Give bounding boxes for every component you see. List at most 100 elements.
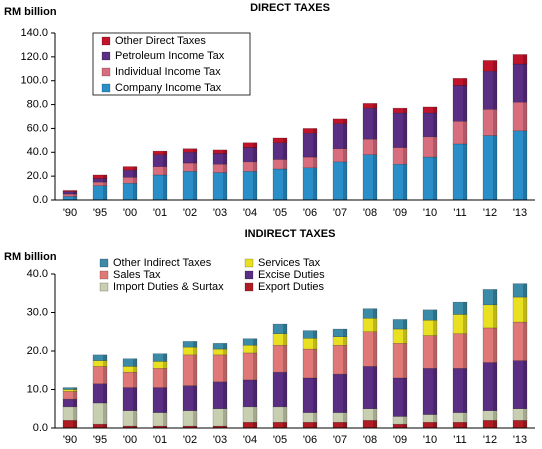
bar-shade bbox=[283, 372, 287, 407]
bar-shade bbox=[373, 139, 377, 155]
x-tick-label: '00 bbox=[123, 434, 137, 446]
bar-segment bbox=[152, 150, 168, 155]
bar-shade bbox=[523, 102, 527, 131]
bar-shade bbox=[163, 174, 167, 200]
bar-shade bbox=[523, 408, 527, 421]
bar-shade bbox=[163, 353, 167, 362]
bar-shade bbox=[163, 368, 167, 388]
bar-shade bbox=[373, 420, 377, 428]
bar-segment bbox=[152, 154, 168, 167]
legend-label: Sales Tax bbox=[113, 269, 161, 281]
bar-shade bbox=[253, 422, 257, 428]
bar-shade bbox=[493, 71, 497, 110]
bar-shade bbox=[373, 331, 377, 367]
bar-shade bbox=[343, 374, 347, 413]
x-tick-label: '08 bbox=[363, 434, 377, 446]
legend-label: Company Income Tax bbox=[115, 82, 222, 94]
bar-segment bbox=[512, 54, 528, 65]
bar-shade bbox=[403, 329, 407, 344]
bar-shade bbox=[343, 148, 347, 162]
x-tick-label: '01 bbox=[153, 207, 167, 219]
bar-segment bbox=[392, 319, 408, 330]
bar-shade bbox=[463, 412, 467, 423]
bar-shade bbox=[493, 60, 497, 72]
y-tick-label: 40.0 bbox=[27, 146, 48, 158]
bar-segment bbox=[212, 343, 228, 350]
x-tick-label: '04 bbox=[243, 434, 257, 446]
bar-shade bbox=[193, 341, 197, 348]
bar-shade bbox=[163, 387, 167, 413]
bar-shade bbox=[73, 420, 77, 428]
bar-shade bbox=[343, 412, 347, 423]
bar-segment bbox=[272, 323, 288, 334]
bar-shade bbox=[433, 320, 437, 336]
x-tick-label: '12 bbox=[483, 207, 497, 219]
bar-segment bbox=[422, 106, 438, 114]
bar-shade bbox=[343, 118, 347, 124]
bar-shade bbox=[343, 161, 347, 200]
legend-swatch bbox=[99, 270, 109, 280]
bar-shade bbox=[283, 422, 287, 428]
y-tick-label: 120.0 bbox=[20, 51, 48, 63]
bar-shade bbox=[403, 112, 407, 148]
bar-shade bbox=[373, 108, 377, 140]
bar-shade bbox=[403, 319, 407, 330]
bar-shade bbox=[73, 196, 77, 200]
bar-shade bbox=[523, 130, 527, 200]
bar-shade bbox=[163, 361, 167, 369]
bar-shade bbox=[313, 133, 317, 158]
x-tick-label: '05 bbox=[273, 207, 287, 219]
legend-box bbox=[92, 32, 251, 96]
x-tick-label: '04 bbox=[243, 207, 257, 219]
bar-shade bbox=[283, 168, 287, 200]
bar-shade bbox=[463, 121, 467, 144]
bar-segment bbox=[122, 166, 138, 171]
x-tick-label: '13 bbox=[513, 434, 527, 446]
bar-shade bbox=[133, 170, 137, 178]
bar-shade bbox=[103, 360, 107, 367]
bar-shade bbox=[373, 366, 377, 409]
bar-segment bbox=[242, 338, 258, 346]
bar-shade bbox=[253, 352, 257, 380]
bar-shade bbox=[523, 64, 527, 103]
bar-shade bbox=[253, 379, 257, 407]
bar-segment bbox=[392, 107, 408, 114]
bar-shade bbox=[403, 164, 407, 200]
bar-shade bbox=[193, 354, 197, 386]
x-tick-label: '02 bbox=[183, 207, 197, 219]
chart-title: INDIRECT TAXES bbox=[245, 228, 336, 240]
y-tick-label: 40.0 bbox=[27, 268, 48, 280]
bar-shade bbox=[373, 308, 377, 319]
bar-segment bbox=[212, 149, 228, 154]
bar-segment bbox=[182, 148, 198, 153]
x-tick-label: '06 bbox=[303, 207, 317, 219]
bar-segment bbox=[62, 190, 78, 192]
bar-shade bbox=[343, 336, 347, 346]
bar-shade bbox=[283, 333, 287, 346]
bar-shade bbox=[253, 142, 257, 148]
bar-segment bbox=[482, 60, 498, 72]
x-tick-label: '05 bbox=[273, 434, 287, 446]
bar-shade bbox=[223, 381, 227, 409]
bar-shade bbox=[253, 147, 257, 162]
bar-shade bbox=[433, 335, 437, 369]
y-tick-label: 140.0 bbox=[20, 27, 48, 39]
bar-segment bbox=[92, 354, 108, 361]
bar-shade bbox=[463, 314, 467, 334]
x-tick-label: '01 bbox=[153, 434, 167, 446]
bar-segment bbox=[452, 301, 468, 315]
bar-shade bbox=[73, 399, 77, 407]
bar-shade bbox=[223, 164, 227, 173]
y-tick-label: 0.0 bbox=[33, 194, 48, 206]
bar-shade bbox=[493, 327, 497, 363]
bar-segment bbox=[272, 344, 288, 373]
bar-shade bbox=[193, 410, 197, 427]
bar-shade bbox=[523, 322, 527, 361]
bar-shade bbox=[523, 360, 527, 409]
x-tick-label: '07 bbox=[333, 207, 347, 219]
y-tick-label: 60.0 bbox=[27, 122, 48, 134]
legend-label: Individual Income Tax bbox=[115, 66, 221, 78]
x-tick-label: '90 bbox=[63, 434, 77, 446]
bar-shade bbox=[163, 426, 167, 428]
bar-segment bbox=[512, 283, 528, 298]
